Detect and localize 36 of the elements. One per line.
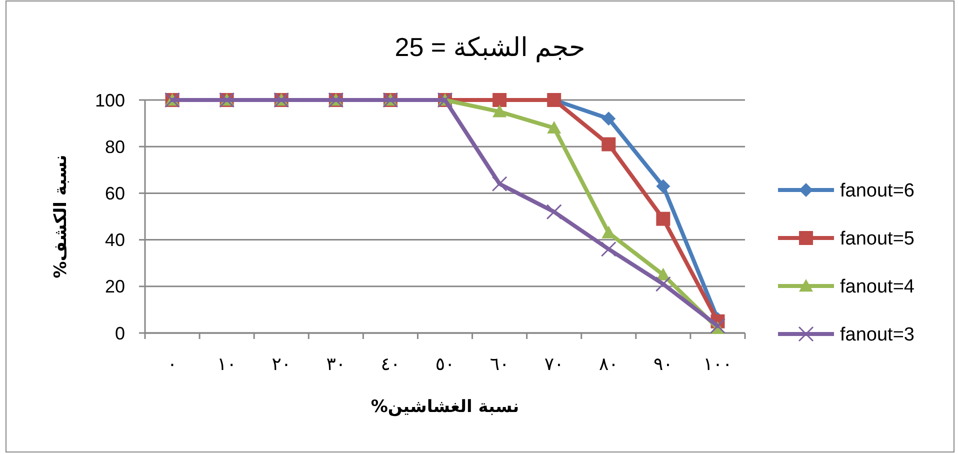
point xyxy=(656,212,670,226)
y-tick-label: 100 xyxy=(94,90,125,110)
y-tick-label: 20 xyxy=(104,276,125,297)
legend-label: fanout=5 xyxy=(840,228,914,250)
point xyxy=(600,241,616,257)
point xyxy=(546,204,562,220)
point xyxy=(602,137,616,152)
point xyxy=(492,176,508,192)
point xyxy=(492,93,507,107)
point xyxy=(656,179,670,194)
point xyxy=(655,276,671,292)
x-tick-label: ١٠٠ xyxy=(703,354,732,375)
y-axis-title: نسبة الكشف% xyxy=(51,154,71,278)
legend-label: fanout=6 xyxy=(840,180,914,202)
x-tick-label: ٨٠ xyxy=(598,354,618,375)
x-tick-label: ٤٠ xyxy=(380,354,400,375)
x-tick-label: ٥٠ xyxy=(435,354,455,375)
legend-label: fanout=3 xyxy=(840,324,914,346)
x-tick-label: ٩٠ xyxy=(654,354,673,375)
x-axis-title: نسبة الغشاشين% xyxy=(370,397,520,417)
x-tick-label: ٧٠ xyxy=(544,354,564,375)
x-tick-label: ١٠ xyxy=(217,354,236,375)
y-tick-label: 80 xyxy=(104,136,125,157)
x-tick-label: ٦٠ xyxy=(490,354,510,375)
point xyxy=(710,318,726,334)
y-tick-label: 0 xyxy=(114,323,125,344)
x-tick-label: ٣٠ xyxy=(326,354,346,375)
y-tick-label: 40 xyxy=(104,230,125,250)
legend-label: fanout=4 xyxy=(840,276,915,298)
point xyxy=(602,112,616,126)
x-tick-label: ٢٠ xyxy=(272,354,292,375)
point xyxy=(547,120,562,134)
y-tick-label: 60 xyxy=(104,184,125,204)
chart-title: حجم الشبكة = 25 xyxy=(394,32,586,63)
point xyxy=(492,104,507,118)
x-tick-label: ٠ xyxy=(167,354,178,375)
